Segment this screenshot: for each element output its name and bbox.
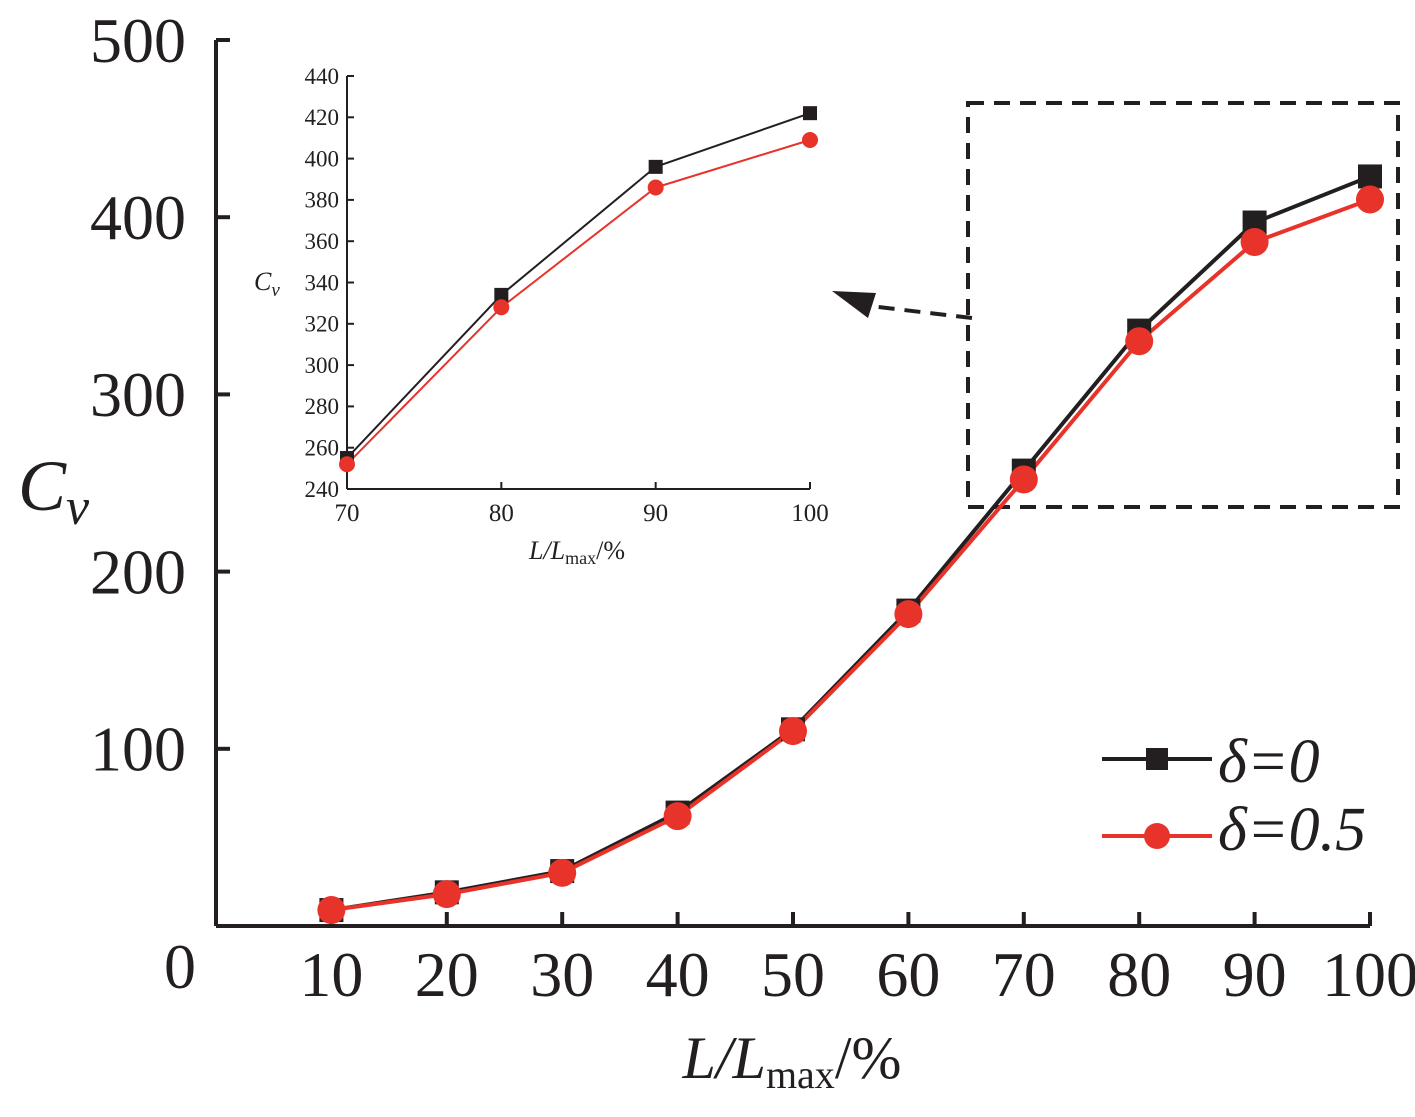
zoom-annotation — [832, 101, 1400, 509]
legend-label-delta-0: δ=0 — [1218, 728, 1320, 796]
inset-y-tick-label: 420 — [305, 105, 340, 130]
legend-label-delta-0.5: δ=0.5 — [1218, 796, 1366, 864]
inset-y-tick-label: 240 — [305, 477, 340, 502]
inset-y-tick-label: 440 — [305, 64, 340, 89]
main-x-tick-label: 10 — [299, 939, 363, 1010]
inset-x-ticks: 70 80 90 100 — [335, 482, 829, 527]
inset-y-axis-label: Cv — [254, 267, 280, 301]
zoom-arrowhead — [832, 291, 876, 318]
inset-y-tick-label: 300 — [305, 353, 340, 378]
inset-y-tick-label: 320 — [305, 312, 340, 337]
inset-point-delta-0.5 — [493, 299, 510, 316]
main-x-tick-label: 40 — [646, 939, 710, 1010]
main-x-tick-label: 60 — [876, 939, 940, 1010]
inset-series-line-delta-0.5 — [346, 139, 811, 465]
inset-y-tick-label: 380 — [305, 188, 340, 213]
main-x-tick-label: 50 — [761, 939, 825, 1010]
main-series-lines — [331, 174, 1371, 913]
main-y-tick-label: 400 — [90, 182, 186, 253]
inset-series-lines — [346, 112, 811, 465]
main-x-axis-label: L/Lmax/% — [682, 1025, 902, 1097]
main-x-label-tail: /% — [835, 1025, 902, 1091]
inset-x-label-tail: /% — [596, 536, 625, 565]
main-point-delta-0.5 — [317, 896, 346, 925]
main-x-label-main: L/L — [682, 1025, 766, 1091]
main-y-axis-label: Cv — [18, 446, 90, 536]
inset-y-tick-label: 280 — [305, 394, 340, 419]
main-point-delta-0.5 — [1240, 228, 1269, 257]
inset-y-ticks: 240 260 280 300 320 340 360 380 400 420 440 — [305, 64, 354, 502]
main-x-tick-label: 80 — [1107, 939, 1171, 1010]
main-point-delta-0.5 — [432, 880, 461, 909]
inset-y-tick-label: 400 — [305, 146, 340, 171]
inset-y-label-main: C — [254, 267, 272, 296]
inset-point-delta-0 — [494, 287, 509, 302]
inset-point-delta-0 — [803, 106, 817, 121]
main-series-markers — [317, 164, 1384, 925]
main-y-tick-label: 300 — [90, 359, 186, 430]
inset-series-markers — [339, 106, 818, 473]
main-point-delta-0.5 — [779, 717, 807, 746]
main-series-line-delta-0.5 — [331, 197, 1371, 913]
main-x-tick-label: 20 — [415, 939, 479, 1010]
inset-point-delta-0.5 — [802, 132, 818, 149]
legend-marker-square — [1146, 748, 1168, 770]
inset-x-tick-label: 80 — [489, 500, 514, 527]
main-series-line-delta-0 — [331, 174, 1371, 913]
main-y-ticks: 0 100 200 300 400 500 — [90, 5, 230, 1002]
main-y-label-sub: v — [66, 479, 90, 536]
inset-x-tick-label: 90 — [643, 500, 668, 527]
inset-point-delta-0.5 — [647, 179, 664, 196]
main-x-ticks: 10 20 30 40 50 60 70 80 90 100 — [299, 912, 1415, 1010]
inset-series-line-delta-0 — [346, 112, 811, 459]
main-point-delta-0.5 — [663, 802, 692, 831]
main-y-label-main: C — [18, 446, 67, 526]
legend-marker-circle — [1144, 823, 1170, 849]
main-y-tick-label: 100 — [90, 714, 186, 785]
main-x-tick-label: 100 — [1322, 939, 1415, 1010]
main-point-delta-0.5 — [894, 600, 923, 629]
inset-x-label-main: L/L — [528, 536, 565, 565]
inset-y-tick-label: 260 — [305, 436, 340, 461]
inset-y-tick-label: 340 — [305, 270, 340, 295]
main-point-delta-0.5 — [548, 858, 577, 887]
inset-x-tick-label: 100 — [791, 500, 829, 527]
main-point-delta-0.5 — [1009, 465, 1038, 494]
main-x-label-sub: max — [766, 1052, 835, 1097]
inset-x-label-sub: max — [565, 548, 596, 568]
zoom-arrow-line — [869, 304, 973, 320]
main-y-tick-label: 500 — [90, 5, 186, 76]
inset-y-tick-label: 360 — [305, 229, 340, 254]
main-point-delta-0 — [1358, 164, 1382, 189]
inset-point-delta-0 — [648, 159, 663, 174]
inset-x-axis-label: L/Lmax/% — [528, 536, 625, 568]
legend: δ=0 δ=0.5 — [1102, 728, 1366, 864]
inset-x-tick-label: 70 — [335, 500, 360, 527]
inset-y-label-sub: v — [271, 280, 280, 301]
main-point-delta-0.5 — [1356, 185, 1384, 214]
zoom-box — [966, 101, 1400, 509]
inset-point-delta-0.5 — [339, 456, 355, 473]
main-x-tick-label: 90 — [1223, 939, 1287, 1010]
main-y-tick-label: 200 — [90, 536, 186, 607]
main-x-tick-label: 70 — [992, 939, 1056, 1010]
main-y-tick-label: 0 — [164, 931, 196, 1002]
main-axes — [214, 40, 1370, 928]
main-point-delta-0.5 — [1125, 327, 1154, 356]
main-x-tick-label: 30 — [530, 939, 594, 1010]
